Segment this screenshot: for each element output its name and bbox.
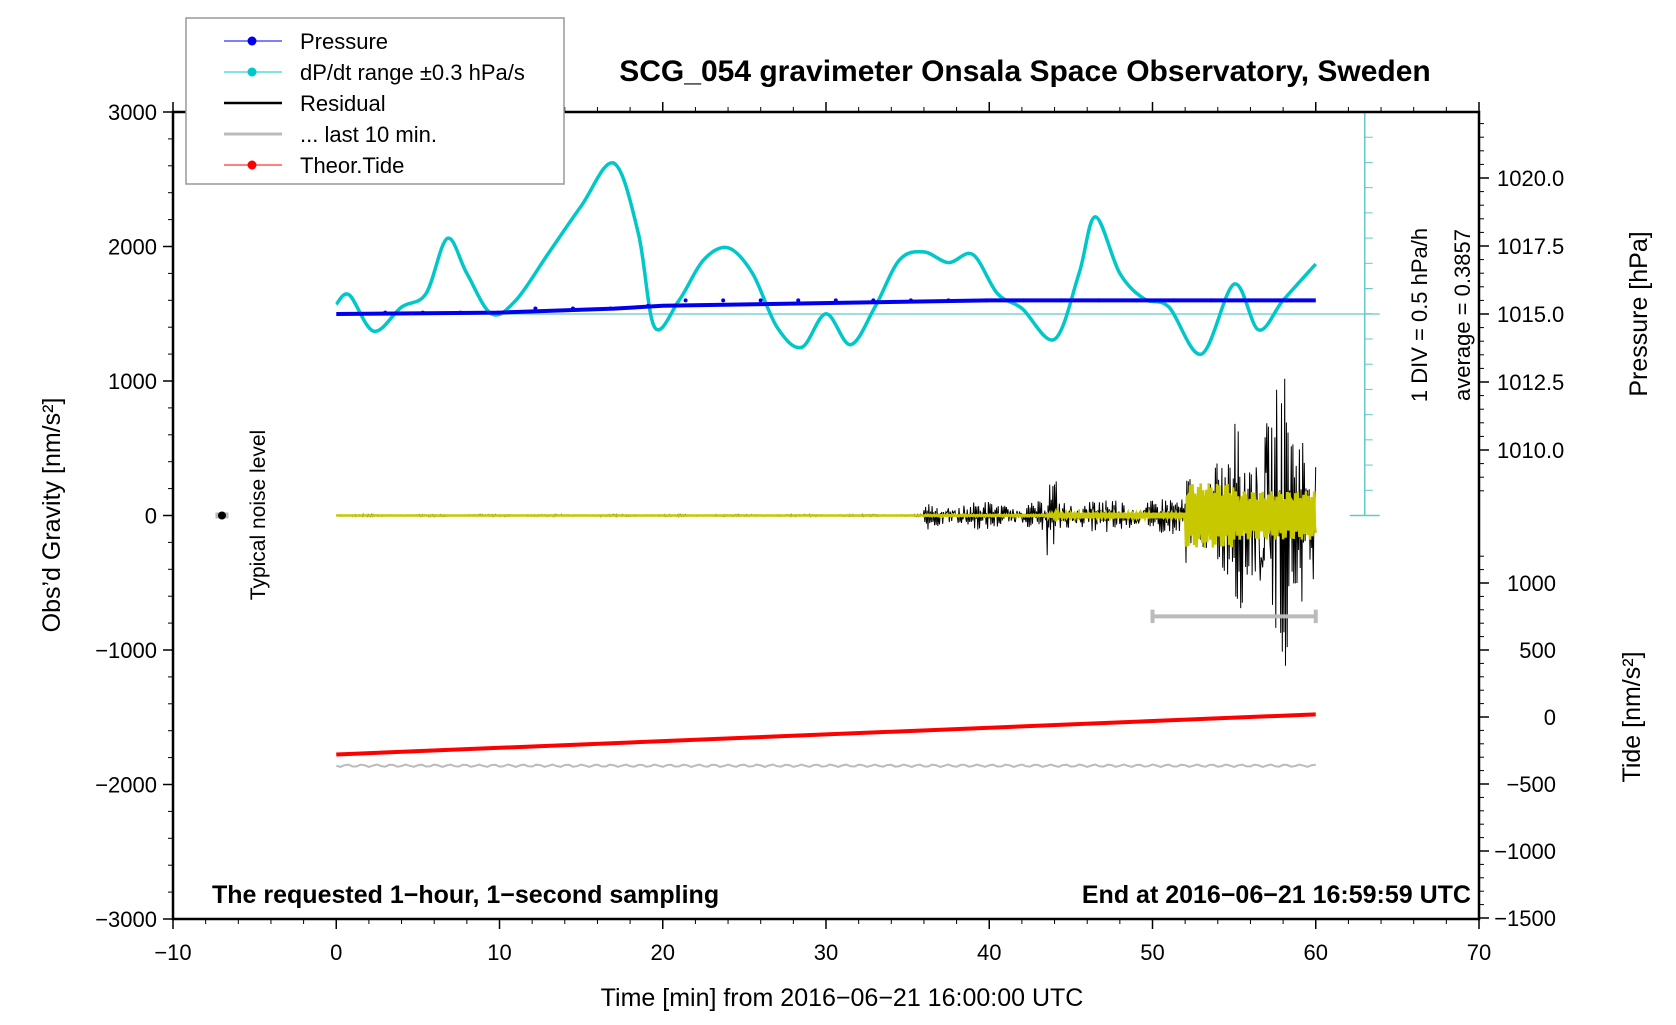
- legend-label-2: Residual: [300, 91, 386, 116]
- annotation-end-time: End at 2016−06−21 16:59:59 UTC: [1082, 881, 1471, 909]
- y-tick-label: 1000: [108, 369, 157, 394]
- y-tick-label: −2000: [95, 773, 157, 798]
- pressure-point: [570, 306, 575, 311]
- legend-marker-4: [247, 160, 257, 170]
- tide-tick-label: 1000: [1507, 571, 1556, 596]
- pressure-point: [908, 298, 913, 303]
- pressure-point: [1209, 298, 1214, 303]
- legend: Pressure dP/dt range ±0.3 hPa/s Residual..…: [185, 17, 565, 185]
- legend-marker-0: [247, 36, 257, 46]
- x-tick-label: 10: [487, 940, 511, 965]
- y-axis-label: Obs’d Gravity [nm/s²]: [38, 398, 66, 633]
- tide-tick-label: −1000: [1494, 839, 1556, 864]
- pressure-point: [758, 298, 763, 303]
- pressure-point: [383, 310, 388, 315]
- pressure-tick-label: 1020.0: [1497, 166, 1564, 191]
- tide-axis-label: Tide [nm/s²]: [1618, 651, 1646, 782]
- pressure-point: [1134, 298, 1139, 303]
- x-tick-label: 20: [651, 940, 675, 965]
- x-tick-label: −10: [154, 940, 191, 965]
- pressure-point: [458, 310, 463, 315]
- y-tick-label: 0: [145, 504, 157, 529]
- residual-filtered-line: [336, 483, 1317, 548]
- tide-tick-label: 500: [1519, 638, 1556, 663]
- residual-line: [336, 378, 1317, 666]
- tide-tick-label: −500: [1506, 772, 1556, 797]
- noise-dot: [217, 511, 226, 520]
- pressure-tick-label: 1017.5: [1497, 234, 1564, 259]
- tide-tick-label: −1500: [1494, 906, 1556, 931]
- legend-label-3: ... last 10 min.: [300, 122, 437, 147]
- x-tick-label: 60: [1304, 940, 1328, 965]
- annotation-sampling: The requested 1−hour, 1−second sampling: [212, 881, 719, 909]
- pressure-point: [1171, 298, 1176, 303]
- x-tick-label: 50: [1140, 940, 1164, 965]
- legend-label-4: Theor.Tide: [300, 153, 404, 178]
- x-tick-label: 30: [814, 940, 838, 965]
- pressure-point: [983, 298, 988, 303]
- annotation-div-scale: 1 DIV = 0.5 hPa/h: [1407, 228, 1432, 402]
- pressure-point: [1284, 298, 1289, 303]
- annotation-average: average = 0.3857: [1450, 229, 1475, 401]
- pressure-point: [1246, 298, 1251, 303]
- x-tick-label: 40: [977, 940, 1001, 965]
- y-tick-label: 2000: [108, 235, 157, 260]
- dpdt-line: [334, 161, 1318, 356]
- legend-marker-1: [247, 67, 257, 77]
- y-tick-label: −1000: [95, 638, 157, 663]
- annotation-noise: Typical noise level: [247, 430, 270, 600]
- pressure-point: [646, 303, 651, 308]
- pressure-point: [495, 310, 500, 315]
- pressure-point: [721, 298, 726, 303]
- legend-label-1: dP/dt range ±0.3 hPa/s: [300, 60, 525, 85]
- pressure-point: [420, 310, 425, 315]
- pressure-point: [871, 298, 876, 303]
- pressure-point: [833, 298, 838, 303]
- pressure-axis-label: Pressure [hPa]: [1625, 231, 1653, 396]
- plot-frame: [171, 110, 1481, 921]
- pressure-tick-label: 1015.0: [1497, 302, 1564, 327]
- x-tick-label: 0: [330, 940, 342, 965]
- pressure-line: [336, 298, 1316, 316]
- x-axis-label: Time [min] from 2016−06−21 16:00:00 UTC: [601, 984, 1084, 1012]
- pressure-point: [1059, 298, 1064, 303]
- pressure-tick-label: 1012.5: [1497, 370, 1564, 395]
- x-tick-label: 70: [1467, 940, 1491, 965]
- pressure-tick-label: 1010.0: [1497, 438, 1564, 463]
- tide-tick-label: 0: [1544, 705, 1556, 730]
- pressure-point: [946, 298, 951, 303]
- y-tick-label: −3000: [95, 907, 157, 932]
- pressure-point: [608, 306, 613, 311]
- pressure-point: [1096, 298, 1101, 303]
- pressure-point: [683, 298, 688, 303]
- tide-line: [336, 712, 1316, 757]
- chart-title: SCG_054 gravimeter Onsala Space Observat…: [619, 55, 1431, 88]
- legend-label-0: Pressure: [300, 29, 388, 54]
- pressure-point: [1021, 298, 1026, 303]
- pressure-point: [533, 306, 538, 311]
- pressure-point: [796, 298, 801, 303]
- y-tick-label: 3000: [108, 100, 157, 125]
- last-10-min-line: [336, 763, 1316, 768]
